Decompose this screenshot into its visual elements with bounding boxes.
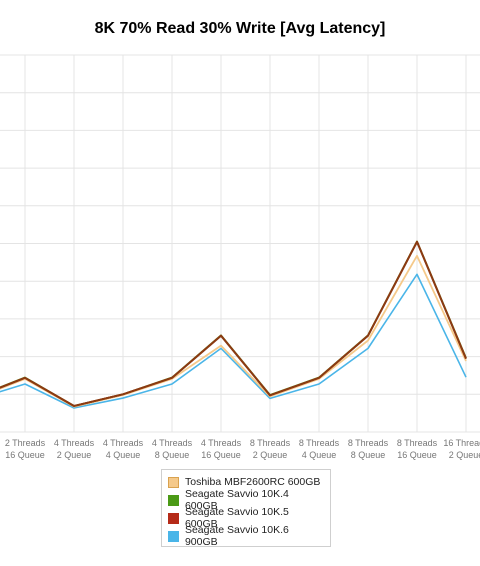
x-tick-label: 16 Queue bbox=[201, 450, 241, 460]
grid bbox=[0, 54, 480, 433]
legend: Toshiba MBF2600RC 600GB Seagate Savvio 10… bbox=[161, 469, 331, 548]
x-tick-label: 4 Threads bbox=[103, 438, 144, 448]
series-line bbox=[0, 254, 467, 408]
x-tick-label: 8 Threads bbox=[397, 438, 438, 448]
legend-label: Toshiba MBF2600RC 600GB bbox=[185, 476, 321, 488]
x-tick-label: 16 Queue bbox=[5, 450, 45, 460]
legend-swatch bbox=[168, 476, 179, 488]
x-tick-label: 4 Threads bbox=[152, 438, 193, 448]
series-layer bbox=[0, 240, 467, 409]
x-tick-label: 2 Threads bbox=[5, 438, 46, 448]
legend-label: Seagate Savvio 10K.6 900GB bbox=[184, 524, 289, 548]
x-tick-label: 8 Queue bbox=[155, 450, 190, 460]
legend-label: Seagate Savvio 10K.5 600GB bbox=[184, 506, 289, 530]
chart-title: 8K 70% Read 30% Write [Avg Latency] bbox=[94, 20, 386, 37]
legend-swatch bbox=[168, 530, 179, 542]
x-tick-label: 2 Queue bbox=[57, 450, 92, 460]
series-line-overlap bbox=[0, 240, 467, 407]
legend-label: Seagate Savvio 10K.4 600GB bbox=[184, 488, 289, 512]
x-tick-label: 8 Queue bbox=[351, 450, 386, 460]
legend-item[interactable]: Seagate Savvio 10K.5 600GB bbox=[168, 506, 324, 530]
x-tick-label: 4 Threads bbox=[201, 438, 242, 448]
legend-item[interactable]: Seagate Savvio 10K.4 600GB bbox=[168, 488, 324, 512]
series-line bbox=[0, 240, 467, 407]
x-tick-label: 4 Queue bbox=[302, 450, 337, 460]
legend-swatch bbox=[168, 494, 179, 506]
legend-item[interactable]: Toshiba MBF2600RC 600GB bbox=[168, 473, 324, 491]
series-line bbox=[0, 273, 467, 409]
legend-item[interactable]: Seagate Savvio 10K.6 900GB bbox=[168, 524, 324, 548]
x-tick-label: 16 Queue bbox=[397, 450, 437, 460]
x-tick-label: 8 Threads bbox=[348, 438, 389, 448]
x-tick-label: 8 Threads bbox=[250, 438, 291, 448]
x-tick-label: 16 Threads bbox=[443, 438, 480, 448]
legend-swatch bbox=[168, 512, 179, 524]
x-tick-label: 4 Queue bbox=[106, 450, 141, 460]
x-tick-label: 2 Queue bbox=[253, 450, 288, 460]
series-line bbox=[0, 240, 467, 407]
x-tick-label: 4 Threads bbox=[54, 438, 95, 448]
x-tick-label: 2 Queue bbox=[449, 450, 480, 460]
x-tick-label: 8 Threads bbox=[299, 438, 340, 448]
